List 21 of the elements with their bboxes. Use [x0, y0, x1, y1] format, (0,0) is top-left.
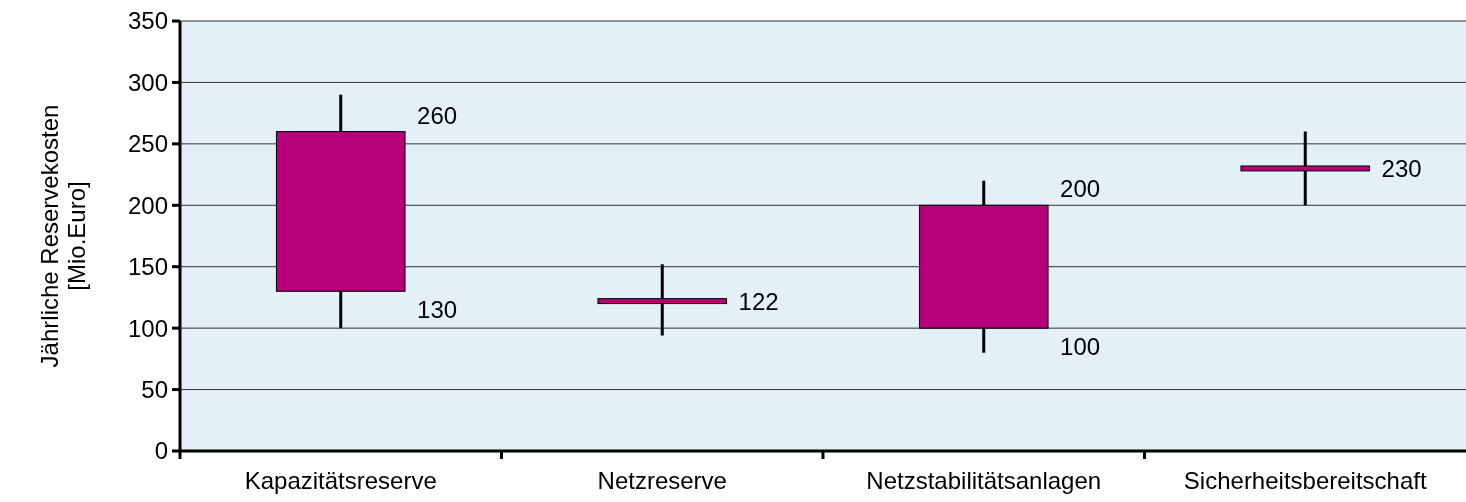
- x-tick-label: Netzreserve: [597, 467, 727, 495]
- annotation: 122: [738, 287, 779, 315]
- annotation: 130: [417, 296, 458, 324]
- annotation: 230: [1381, 154, 1422, 182]
- y-tick-label: 350: [127, 7, 168, 35]
- annotation: 100: [1060, 333, 1101, 361]
- x-tick-label: Netzstabilitätsanlagen: [866, 467, 1102, 495]
- candlestick: [1240, 131, 1371, 206]
- y-tick-label: 100: [127, 314, 168, 342]
- x-tick-label: Kapazitätsreserve: [244, 467, 437, 495]
- y-tick-label: 0: [154, 437, 168, 465]
- y-tick-label: 200: [127, 191, 168, 219]
- y-axis-title: Jährliche Reservekosten [Mio.Euro]: [35, 104, 91, 368]
- x-tick-label: Sicherheitsbereitschaft: [1183, 467, 1427, 495]
- y-tick-label: 50: [141, 375, 168, 403]
- y-tick-label: 250: [127, 130, 168, 158]
- y-tick-label: 300: [127, 68, 168, 96]
- annotation: 200: [1060, 175, 1101, 203]
- y-tick-label: 150: [127, 253, 168, 281]
- annotation: 260: [417, 101, 458, 129]
- candlestick: [597, 264, 728, 336]
